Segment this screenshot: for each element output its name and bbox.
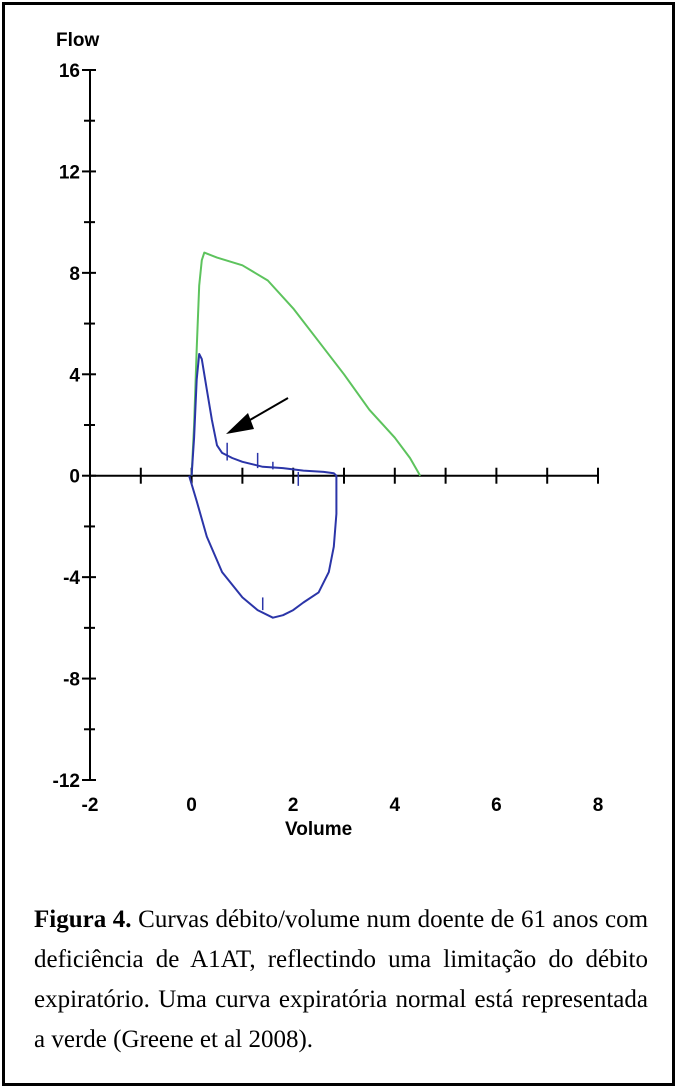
- y-tick-label: -4: [63, 568, 80, 589]
- chart-axes: 16 12 8 4 0 -4 -8 -12-2 0 2 4 6 8 Flow Volume: [53, 30, 604, 840]
- x-tick-label: 2: [288, 795, 299, 816]
- chart-series: [188, 251, 422, 619]
- y-tick-label: -8: [63, 670, 80, 691]
- x-tick-label: 4: [390, 795, 401, 816]
- x-tick-label: 0: [186, 795, 197, 816]
- series-line-1: [190, 251, 422, 477]
- caption-label: Figura 4.: [34, 906, 132, 933]
- y-tick-label: 12: [59, 162, 80, 183]
- caption-text: Curvas débito/volume num doente de 61 an…: [34, 906, 649, 1053]
- x-axis-title: Volume: [285, 819, 352, 840]
- annotation-arrow-head: [226, 413, 254, 434]
- flow-volume-chart: 16 12 8 4 0 -4 -8 -12-2 0 2 4 6 8 Flow Volume: [53, 30, 604, 840]
- y-tick-label: -12: [53, 771, 80, 792]
- figure-caption: Figura 4. Curvas débito/volume num doent…: [34, 900, 648, 1060]
- y-tick-label: 0: [69, 467, 80, 488]
- x-tick-label: 8: [593, 795, 604, 816]
- y-tick-label: 16: [59, 61, 80, 82]
- annotation-arrow-shaft: [242, 397, 289, 425]
- chart-annotation: [226, 397, 289, 434]
- x-tick-label: -2: [82, 795, 99, 816]
- y-axis-title: Flow: [56, 30, 99, 51]
- x-tick-label: 6: [491, 795, 502, 816]
- y-tick-label: 8: [69, 264, 80, 285]
- series-line-2: [188, 353, 338, 619]
- y-tick-label: 4: [69, 365, 80, 386]
